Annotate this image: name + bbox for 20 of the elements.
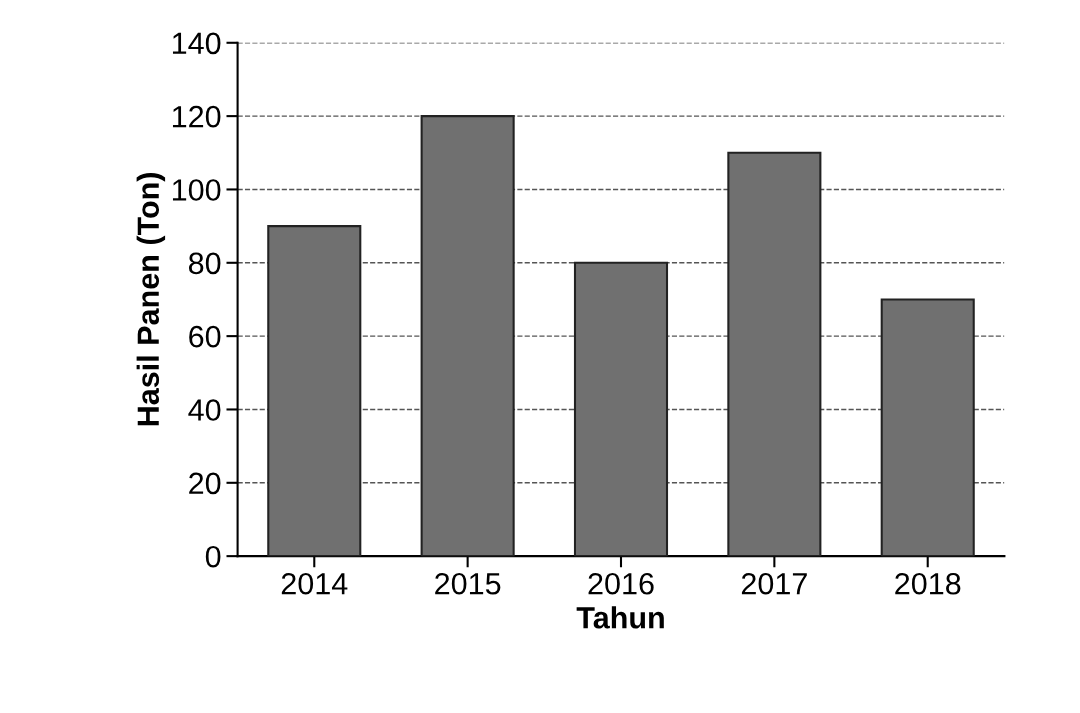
x-tick-label: 2016 [588,572,654,595]
x-tick-label: 2017 [741,572,807,595]
y-tick-label: 60 [189,325,221,348]
y-tick-label: 20 [189,472,221,495]
bar [727,151,822,557]
y-tick-label: 140 [172,32,221,55]
bar [880,298,975,557]
y-tick-label: 100 [172,179,221,201]
bar [573,261,669,557]
x-tick-label: 2018 [895,572,961,595]
y-tick-label: 40 [188,399,221,421]
y-axis-title: Hasil Panen (Ton) [136,173,166,426]
y-tick-label: 80 [188,252,221,275]
bar [420,115,515,557]
y-tick-label: 120 [172,105,221,128]
x-tick-label: 2015 [435,572,501,595]
x-axis-title: Tahun [576,606,664,629]
y-tick-label: 0 [205,545,221,568]
bar [267,225,362,557]
x-tick-label: 2014 [281,572,348,595]
